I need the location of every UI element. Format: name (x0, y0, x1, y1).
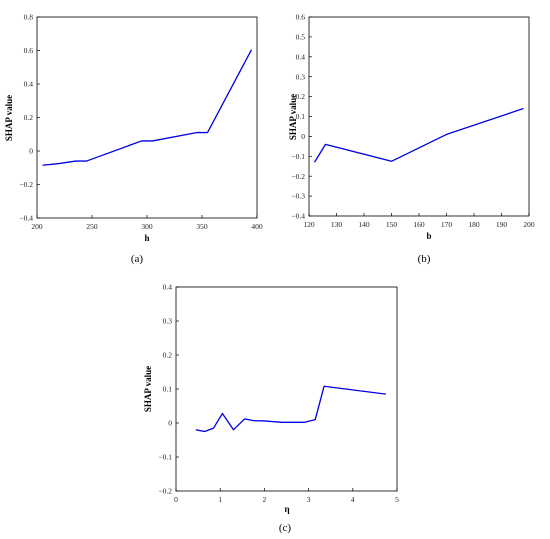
x-tick-label: 150 (386, 220, 398, 229)
panel-caption: (c) (279, 522, 292, 534)
y-tick-label: 0.4 (163, 283, 173, 292)
y-axis-label: SHAP value (288, 94, 298, 140)
y-tick-label: 0.8 (24, 13, 34, 22)
x-tick-label: 140 (358, 220, 370, 229)
y-tick-label: −0.2 (19, 180, 33, 189)
x-tick-label: 5 (395, 495, 399, 504)
y-tick-label: 0 (29, 147, 33, 156)
chart-panel-1: 200 250 300 350 400 −0.4 −0.2 0 0.2 0.4 0.6 0.8 h SHA… (4, 13, 263, 265)
y-tick-label: −0.4 (291, 212, 305, 221)
x-tick-label: 250 (86, 222, 98, 231)
x-tick-label: 0 (174, 495, 178, 504)
y-tick-label: 0.6 (296, 13, 306, 22)
panel-caption: (b) (418, 253, 431, 265)
y-tick-label: 0.6 (24, 46, 34, 55)
x-tick-label: 190 (496, 220, 508, 229)
y-tick-label: −0.4 (19, 214, 33, 223)
series-line (42, 49, 253, 166)
y-tick-label: 0.5 (296, 33, 306, 42)
y-tick-label: 0.3 (163, 317, 173, 326)
x-tick-label: 350 (196, 222, 208, 231)
y-tick-label: −0.1 (158, 453, 172, 462)
x-tick-label: 3 (307, 495, 311, 504)
plot-frame (36, 16, 258, 219)
x-tick-label: 200 (523, 220, 535, 229)
series-line (195, 385, 387, 433)
y-tick-label: −0.1 (291, 152, 305, 161)
y-tick-label: 0.3 (296, 72, 306, 81)
y-tick-label: 0.2 (24, 113, 34, 122)
chart-panel-2: 120 130 140 150 160 170 180 190 200 −0.4 −0.3 −0.2 −… (288, 13, 535, 265)
x-tick-label: 300 (141, 222, 153, 231)
panel-caption: (a) (131, 253, 144, 265)
x-tick-label: 400 (251, 222, 263, 231)
x-tick-label: 120 (303, 220, 315, 229)
x-tick-label: 130 (331, 220, 343, 229)
series-line (313, 107, 524, 163)
x-tick-label: 180 (468, 220, 480, 229)
y-tick-label: 0.2 (296, 92, 306, 101)
y-tick-label: −0.2 (158, 487, 172, 496)
y-axis-label: SHAP value (4, 95, 14, 141)
y-tick-label: 0.4 (296, 52, 306, 61)
y-tick-label: −0.3 (291, 192, 305, 201)
x-axis-label: b (426, 231, 431, 241)
x-axis-label: η (284, 504, 289, 514)
y-tick-label: 0 (301, 132, 305, 141)
x-axis-label: h (144, 233, 149, 243)
x-tick-label: 4 (351, 495, 355, 504)
y-tick-label: −0.2 (291, 172, 305, 181)
plot-frame (308, 16, 530, 217)
x-tick-label: 200 (31, 222, 43, 231)
y-tick-label: 0.2 (163, 351, 173, 360)
y-tick-label: 0.1 (296, 112, 306, 121)
x-tick-label: 2 (263, 495, 267, 504)
chart-panel-3: 0 1 2 3 4 5 −0.2 −0.1 0 0.1 0.2 0.3 0.4 η SHAP value (c… (143, 283, 399, 534)
y-tick-label: 0.4 (24, 80, 34, 89)
y-tick-label: 0.1 (163, 385, 173, 394)
x-tick-label: 1 (218, 495, 222, 504)
y-tick-label: 0 (168, 419, 172, 428)
x-tick-label: 170 (441, 220, 453, 229)
y-axis-label: SHAP value (143, 366, 153, 412)
plot-frame (175, 286, 398, 492)
x-tick-label: 160 (413, 220, 425, 229)
